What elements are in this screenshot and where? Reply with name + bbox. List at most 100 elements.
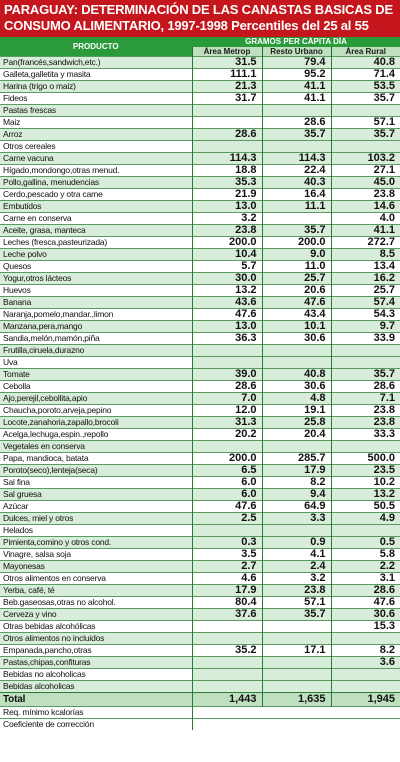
value-resto-urbano: 47.6 bbox=[261, 296, 331, 309]
value-resto-urbano: 11.0 bbox=[261, 260, 331, 273]
value-resto-urbano: 20.6 bbox=[261, 284, 331, 297]
value-resto-urbano bbox=[261, 212, 331, 225]
table-row: Quesos 5.7 11.0 13.4 bbox=[0, 260, 400, 273]
value-resto-urbano: 3.3 bbox=[261, 512, 331, 525]
value-resto-urbano bbox=[261, 524, 331, 537]
value-metrop: 3.5 bbox=[191, 548, 262, 561]
value-rural: 10.2 bbox=[330, 476, 400, 489]
product-label: Helados bbox=[0, 524, 192, 537]
table-row: Vinagre, salsa soja 3.5 4.1 5.8 bbox=[0, 548, 400, 561]
value-metrop bbox=[191, 524, 262, 537]
value-metrop: 37.6 bbox=[191, 608, 262, 621]
product-label: Hígado,mondongo,otras menud. bbox=[0, 164, 192, 177]
value-rural: 35.7 bbox=[330, 128, 400, 141]
value-resto-urbano: 30.6 bbox=[261, 380, 331, 393]
value-metrop: 2.7 bbox=[191, 560, 262, 573]
value-resto-urbano: 17.9 bbox=[261, 464, 331, 477]
product-label: Leche polvo bbox=[0, 248, 192, 261]
product-label: Harina (trigo o maiz) bbox=[0, 80, 192, 93]
value-resto-urbano bbox=[261, 104, 331, 117]
product-label: Banana bbox=[0, 296, 192, 309]
value-rural: 54.3 bbox=[330, 308, 400, 321]
footer-label: Coeficiente de corrección bbox=[0, 718, 192, 730]
value-resto-urbano: 285.7 bbox=[261, 452, 331, 465]
value-rural: 27.1 bbox=[330, 164, 400, 177]
product-label: Leches (fresca,pasteurizada) bbox=[0, 236, 192, 249]
value-rural: 2.2 bbox=[330, 560, 400, 573]
value-metrop: 13.2 bbox=[191, 284, 262, 297]
value-rural: 35.7 bbox=[330, 92, 400, 105]
value-rural: 5.8 bbox=[330, 548, 400, 561]
value-resto-urbano: 16.4 bbox=[261, 188, 331, 201]
value-resto-urbano: 35.7 bbox=[261, 224, 331, 237]
table-row: Sal gruesa 6.0 9.4 13.2 bbox=[0, 488, 400, 501]
value-metrop: 13.0 bbox=[191, 320, 262, 333]
table-row: Embutidos 13.0 11.1 14.6 bbox=[0, 200, 400, 213]
product-label: Beb.gaseosas,otras no alcohol. bbox=[0, 596, 192, 609]
table-row: Leche polvo 10.4 9.0 8.5 bbox=[0, 248, 400, 261]
value-rural bbox=[330, 140, 400, 153]
value-metrop: 21.3 bbox=[191, 80, 262, 93]
product-label: Empanada,pancho,otras bbox=[0, 644, 192, 657]
value-metrop: 5.7 bbox=[191, 260, 262, 273]
value-metrop: 6.5 bbox=[191, 464, 262, 477]
value-rural bbox=[330, 104, 400, 117]
product-label: Frutilla,ciruela,durazno bbox=[0, 344, 192, 357]
value-resto-urbano bbox=[261, 620, 331, 633]
value-resto-urbano bbox=[261, 668, 331, 681]
product-label: Arroz bbox=[0, 128, 192, 141]
value-rural: 50.5 bbox=[330, 500, 400, 513]
value-resto-urbano: 19.1 bbox=[261, 404, 331, 417]
value-rural: 35.7 bbox=[330, 368, 400, 381]
value-resto-urbano: 3.2 bbox=[261, 572, 331, 585]
product-label: Pan(francés,sandwich,etc.) bbox=[0, 56, 192, 69]
total-row: Total 1,443 1,635 1,945 bbox=[0, 692, 400, 707]
value-resto-urbano: 43.4 bbox=[261, 308, 331, 321]
total-metrop: 1,443 bbox=[191, 692, 262, 707]
value-resto-urbano: 20.4 bbox=[261, 428, 331, 441]
table-row: Manzana,pera,mango 13.0 10.1 9.7 bbox=[0, 320, 400, 333]
value-metrop: 23.8 bbox=[191, 224, 262, 237]
grams-group-header: GRAMOS PER CÁPITA DÍA bbox=[192, 37, 400, 47]
value-rural: 0.5 bbox=[330, 536, 400, 549]
table-row: Empanada,pancho,otras 35.2 17.1 8.2 bbox=[0, 644, 400, 657]
product-label: Carne vacuna bbox=[0, 152, 192, 165]
value-metrop bbox=[191, 656, 262, 669]
footer-row: Req. mínimo kcalorías bbox=[0, 706, 400, 719]
table-row: Huevos 13.2 20.6 25.7 bbox=[0, 284, 400, 297]
table-row: Pollo,gallina, menudencias 35.3 40.3 45.0 bbox=[0, 176, 400, 189]
value-resto-urbano: 79.4 bbox=[261, 56, 331, 69]
value-resto-urbano: 4.8 bbox=[261, 392, 331, 405]
table-row: Beb.gaseosas,otras no alcohol. 80.4 57.1 47… bbox=[0, 596, 400, 609]
product-label: Bebidas no alcoholicas bbox=[0, 668, 192, 681]
product-label: Carne en conserva bbox=[0, 212, 192, 225]
value-metrop: 111.1 bbox=[191, 68, 262, 81]
value-metrop: 4.6 bbox=[191, 572, 262, 585]
value-rural: 23.8 bbox=[330, 416, 400, 429]
product-label: Embutidos bbox=[0, 200, 192, 213]
value-resto-urbano: 2.4 bbox=[261, 560, 331, 573]
product-label: Maiz bbox=[0, 116, 192, 129]
value-rural: 71.4 bbox=[330, 68, 400, 81]
value-rural: 4.0 bbox=[330, 212, 400, 225]
product-column-header: PRODUCTO bbox=[0, 37, 192, 57]
value-resto-urbano: 25.7 bbox=[261, 272, 331, 285]
table-row: Hígado,mondongo,otras menud. 18.8 22.4 27.1 bbox=[0, 164, 400, 177]
value-resto-urbano: 95.2 bbox=[261, 68, 331, 81]
value-resto-urbano: 17.1 bbox=[261, 644, 331, 657]
table-row: Otras bebidas alcohólicas 15.3 bbox=[0, 620, 400, 633]
value-rural: 13.4 bbox=[330, 260, 400, 273]
value-rural: 103.2 bbox=[330, 152, 400, 165]
product-label: Locote,zanahoria,zapallo,brocoli bbox=[0, 416, 192, 429]
product-label: Vegetales en conserva bbox=[0, 440, 192, 453]
product-label: Papa, mandioca, batata bbox=[0, 452, 192, 465]
value-metrop: 21.9 bbox=[191, 188, 262, 201]
value-metrop: 30.0 bbox=[191, 272, 262, 285]
value-metrop: 114.3 bbox=[191, 152, 262, 165]
table-row: Pastas,chipas,confituras 3.6 bbox=[0, 656, 400, 669]
value-metrop bbox=[191, 140, 262, 153]
value-metrop: 200.0 bbox=[191, 236, 262, 249]
product-label: Otros alimentos no incluidos bbox=[0, 632, 192, 645]
product-label: Pimienta,comino y otros cond. bbox=[0, 536, 192, 549]
value-resto-urbano: 57.1 bbox=[261, 596, 331, 609]
